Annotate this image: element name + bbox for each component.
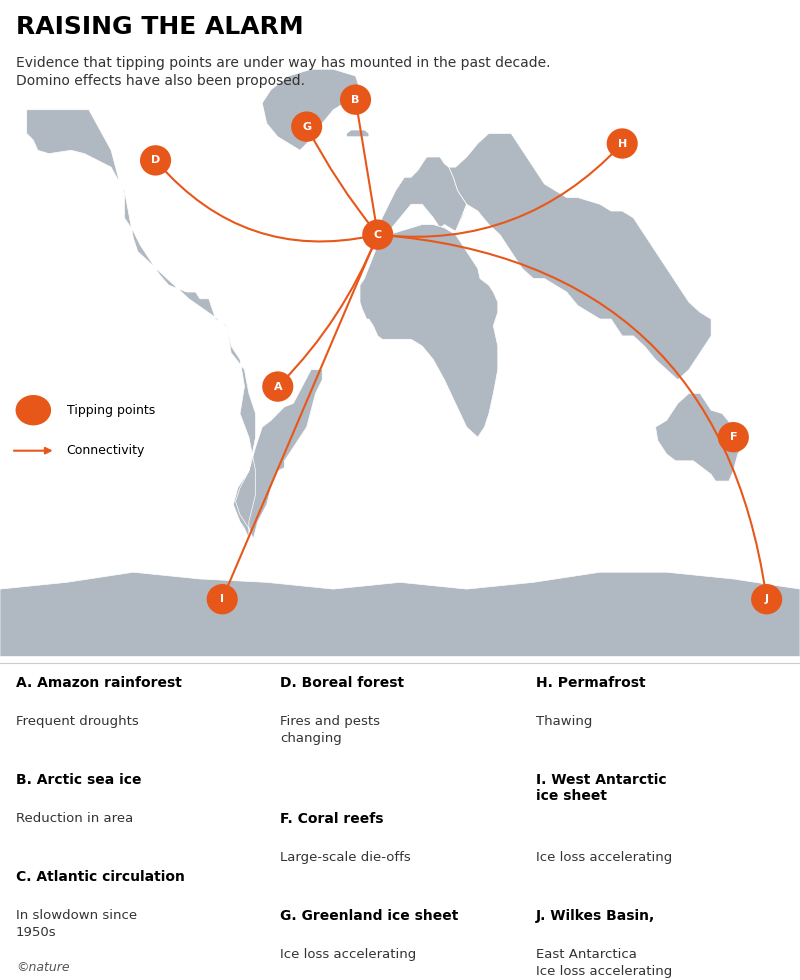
- Ellipse shape: [340, 84, 371, 115]
- Text: ©nature: ©nature: [16, 960, 70, 973]
- Text: A: A: [274, 381, 282, 392]
- Text: Tipping points: Tipping points: [66, 404, 155, 416]
- Ellipse shape: [718, 422, 749, 453]
- Text: RAISING THE ALARM: RAISING THE ALARM: [16, 15, 304, 38]
- Text: J. Wilkes Basin,: J. Wilkes Basin,: [536, 908, 655, 923]
- Ellipse shape: [362, 220, 394, 250]
- Text: C: C: [374, 229, 382, 240]
- Ellipse shape: [206, 584, 238, 614]
- Text: Large-scale die-offs: Large-scale die-offs: [280, 851, 410, 863]
- Text: G: G: [302, 122, 311, 131]
- Text: B: B: [351, 95, 360, 105]
- Text: Connectivity: Connectivity: [66, 444, 145, 458]
- Text: H: H: [618, 138, 627, 149]
- Text: F. Coral reefs: F. Coral reefs: [280, 811, 383, 826]
- Text: Ice loss accelerating: Ice loss accelerating: [280, 948, 416, 960]
- Text: I. West Antarctic
ice sheet: I. West Antarctic ice sheet: [536, 773, 666, 804]
- Text: D. Boreal forest: D. Boreal forest: [280, 676, 404, 690]
- Text: D: D: [151, 156, 160, 166]
- Ellipse shape: [262, 371, 294, 402]
- Text: Evidence that tipping points are under way has mounted in the past decade.
Domin: Evidence that tipping points are under w…: [16, 56, 550, 88]
- Text: Reduction in area: Reduction in area: [16, 811, 134, 825]
- Text: J: J: [765, 594, 769, 605]
- Text: B. Arctic sea ice: B. Arctic sea ice: [16, 773, 142, 787]
- Ellipse shape: [15, 395, 51, 425]
- Text: H. Permafrost: H. Permafrost: [536, 676, 646, 690]
- Ellipse shape: [291, 112, 322, 142]
- Text: F: F: [730, 432, 737, 442]
- Text: Ice loss accelerating: Ice loss accelerating: [536, 851, 672, 863]
- Ellipse shape: [751, 584, 782, 614]
- Text: A. Amazon rainforest: A. Amazon rainforest: [16, 676, 182, 690]
- Text: I: I: [220, 594, 224, 605]
- Text: In slowdown since
1950s: In slowdown since 1950s: [16, 908, 137, 939]
- Text: Fires and pests
changing: Fires and pests changing: [280, 714, 380, 745]
- Ellipse shape: [140, 145, 171, 175]
- Text: G. Greenland ice sheet: G. Greenland ice sheet: [280, 908, 458, 923]
- Ellipse shape: [606, 128, 638, 159]
- Text: C. Atlantic circulation: C. Atlantic circulation: [16, 870, 185, 884]
- Text: East Antarctica
Ice loss accelerating: East Antarctica Ice loss accelerating: [536, 948, 672, 978]
- Text: Frequent droughts: Frequent droughts: [16, 714, 138, 728]
- Text: Thawing: Thawing: [536, 714, 592, 728]
